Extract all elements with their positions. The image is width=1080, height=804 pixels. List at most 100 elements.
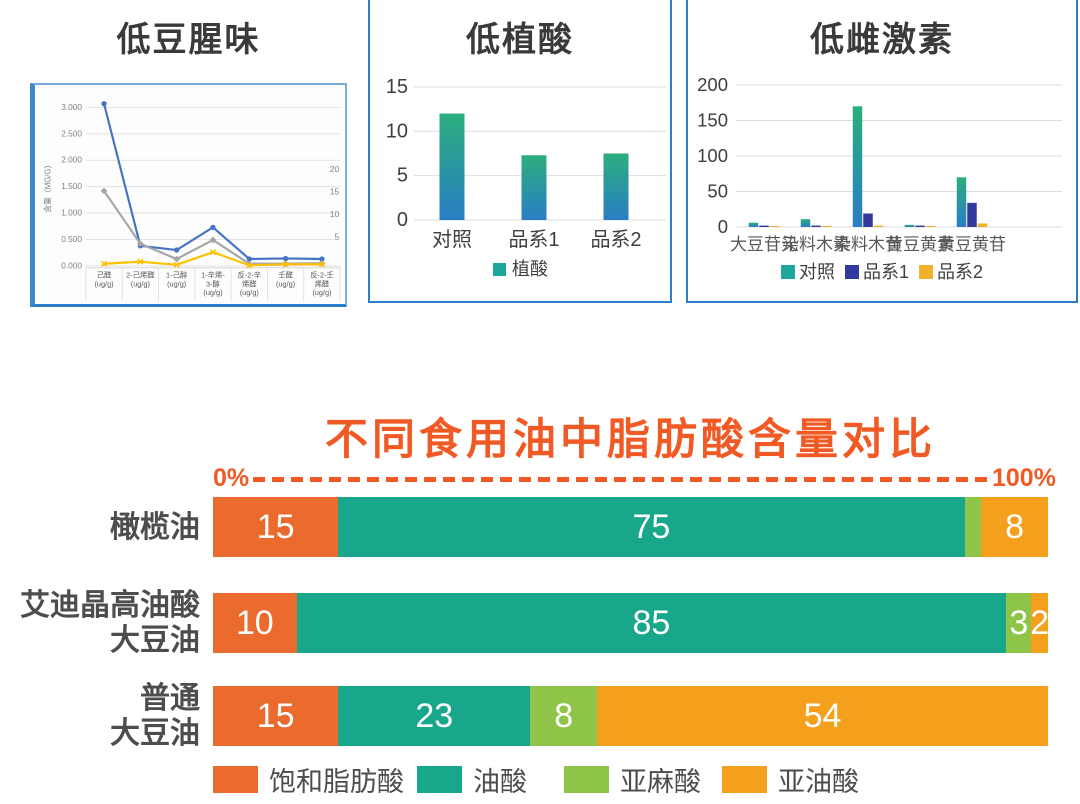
marker-circle <box>319 256 325 262</box>
segment-油酸: 23 <box>338 686 531 746</box>
panel-estrogen-title: 低雌激素 <box>810 21 954 59</box>
marker-x <box>137 258 144 265</box>
legend-label: 植酸 <box>512 259 548 279</box>
axis-end-label: 100% <box>992 464 1056 492</box>
bar-品系2 <box>603 153 629 220</box>
row-label-line: 大豆油 <box>110 624 200 657</box>
panel-phytic-acid: 低植酸 0 5 10 15 对照 品系1 品系2 植酸 <box>368 0 672 303</box>
segment-油酸: 85 <box>296 593 1007 653</box>
bar-对照 <box>956 177 967 227</box>
panel-estrogen: 低雌激素 0 50 100 150 200 大豆苷元 染料木素 染料木苷 黄豆黄素 黄豆黄苷 对照 品… <box>686 0 1078 303</box>
panel-phytic-acid-title: 低植酸 <box>466 21 574 59</box>
bar-对照 <box>439 113 465 220</box>
y2-tick-label: 5 <box>334 231 339 241</box>
x-tick-label: 1-辛烯- <box>201 271 225 280</box>
marker-circle <box>210 224 216 230</box>
bar-对照 <box>852 106 863 227</box>
marker-x <box>318 261 326 268</box>
panel-beany-flavor-title: 低豆腥味 <box>116 21 261 59</box>
row-label-line: 艾迪晶高油酸 <box>20 589 200 622</box>
y-tick-label: 1.500 <box>61 181 82 191</box>
y-tick-label: 2.500 <box>61 128 82 138</box>
phytic-acid-bar-chart: 0 5 10 15 对照 品系1 品系2 植酸 <box>386 76 666 279</box>
legend-item-亚麻酸: 亚麻酸 <box>564 760 701 799</box>
legend-swatch <box>919 265 933 279</box>
stacked-bar-row: 15 23 8 54 <box>213 686 1048 746</box>
bar-品系1 <box>863 213 873 227</box>
row-label: 橄榄油 <box>0 510 200 545</box>
bar-对照 <box>748 222 759 227</box>
x-tick-label: (ug/g) <box>240 288 259 297</box>
x-tick-label: 反-2-辛 <box>237 271 261 280</box>
y-tick-label: 15 <box>386 76 408 98</box>
y-tick-label: 150 <box>697 110 728 131</box>
legend-item-油酸: 油酸 <box>417 760 527 799</box>
segment-value: 10 <box>235 603 274 642</box>
x-tick-label: 烯醛 <box>315 279 330 288</box>
x-tick-label: 反-2-壬 <box>310 271 334 280</box>
axis-dashed-line <box>253 477 987 482</box>
row-label-line: 橄榄油 <box>110 510 200 544</box>
x-tick-label: 黄豆黄素 <box>886 235 954 254</box>
bar-品系1 <box>759 225 769 227</box>
marker-x <box>209 249 217 256</box>
legend-label: 品系1 <box>863 262 909 282</box>
segment-value: 2 <box>1030 603 1050 642</box>
y2-tick-label: 10 <box>330 209 340 219</box>
legend-label: 对照 <box>799 262 835 282</box>
y-tick-label: 1.000 <box>61 208 82 218</box>
row-label: 普通 大豆油 <box>0 681 200 751</box>
x-tick-label: 品系2 <box>590 228 641 251</box>
row-label-line: 大豆油 <box>110 717 200 750</box>
y-tick-label: 5 <box>397 165 408 187</box>
legend-label: 亚油酸 <box>778 767 859 797</box>
bar-对照 <box>904 224 915 227</box>
stacked-bar-row: 10 85 3 2 <box>213 593 1050 653</box>
segment-亚油酸: 8 <box>981 497 1048 557</box>
segment-value: 8 <box>1005 507 1025 546</box>
segment-饱和脂肪酸: 15 <box>213 686 339 746</box>
marker-x <box>282 261 289 268</box>
segment-value: 75 <box>632 507 671 546</box>
fatty-acid-comparison-chart: 不同食用油中脂肪酸含量对比 0% 100% 橄榄油 15 75 8 艾迪晶高油酸 大豆油 1… <box>0 400 1080 804</box>
segment-饱和脂肪酸: 10 <box>213 593 297 653</box>
x-tick-label: 己醛 <box>97 271 112 280</box>
bar-品系2 <box>925 226 936 227</box>
x-tick-label: 黄豆黄苷 <box>938 235 1006 254</box>
marker-circle <box>246 256 252 262</box>
bar-品系2 <box>769 226 780 227</box>
legend-swatch <box>564 766 609 793</box>
line-series-blue <box>102 103 322 261</box>
y-axis-title: 含量（MG/G） <box>43 161 53 213</box>
y2-tick-label: 20 <box>330 164 340 174</box>
segment-value: 15 <box>256 507 295 546</box>
x-tick-label: 染料木苷 <box>834 235 902 254</box>
bar-品系1 <box>521 155 547 220</box>
legend-swatch <box>845 265 859 279</box>
x-tick-label: (ug/g) <box>203 288 222 297</box>
x-tick-label: 烯醛 <box>242 279 257 288</box>
x-tick-label: 染料木素 <box>782 235 850 254</box>
segment-value: 15 <box>256 696 295 735</box>
x-tick-label: (ug/g) <box>276 279 295 288</box>
axis-start-label: 0% <box>213 464 250 492</box>
marker-x <box>246 262 253 269</box>
x-tick-label: 壬醛 <box>278 271 293 280</box>
legend-swatch <box>781 265 795 279</box>
legend-item-亚油酸: 亚油酸 <box>722 760 859 799</box>
beany-flavor-chart: 0.000 0.500 1.000 1.500 2.000 2.500 3.000 含量（MG… <box>30 83 347 307</box>
segment-value: 85 <box>632 603 671 642</box>
fatty-acid-title: 不同食用油中脂肪酸含量对比 <box>325 416 936 464</box>
panel-beany-flavor: 低豆腥味 0.000 0.500 1.000 1.500 2.000 2.500 3.000… <box>30 0 347 307</box>
x-tick-label: (ug/g) <box>312 288 331 297</box>
row-label-line: 普通 <box>140 682 200 715</box>
x-tick-label: 3-醇 <box>206 279 221 288</box>
stacked-bar-row: 15 75 8 <box>213 497 1048 557</box>
x-tick-label: (ug/g) <box>167 279 186 288</box>
legend-label: 饱和脂肪酸 <box>269 767 404 797</box>
y-tick-label: 10 <box>386 120 408 142</box>
legend-swatch <box>493 263 506 276</box>
bar-品系2 <box>821 226 832 227</box>
